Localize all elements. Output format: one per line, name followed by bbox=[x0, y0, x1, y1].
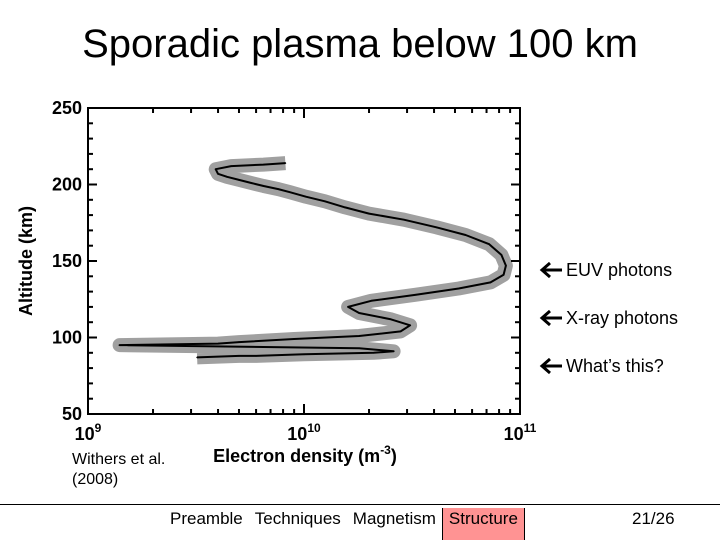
data-point bbox=[289, 191, 291, 193]
arrow-left-icon bbox=[539, 309, 562, 327]
data-point bbox=[238, 179, 240, 181]
slide-title: Sporadic plasma below 100 km bbox=[82, 22, 638, 66]
x-tick-label: 1010 bbox=[287, 421, 321, 444]
y-tick-label: 150 bbox=[52, 251, 82, 271]
data-point bbox=[500, 254, 503, 256]
page-number: 21/26 bbox=[632, 509, 675, 528]
data-point bbox=[505, 264, 507, 267]
data-point bbox=[293, 338, 295, 340]
data-point bbox=[502, 273, 505, 276]
data-point bbox=[488, 243, 490, 245]
annotation-xray-label: X-ray photons bbox=[566, 307, 679, 328]
data-point bbox=[370, 299, 373, 302]
nav-preamble[interactable]: Preamble bbox=[170, 509, 243, 528]
x-tick-label: 109 bbox=[75, 421, 102, 444]
data-point bbox=[372, 352, 375, 354]
data-point bbox=[358, 347, 360, 350]
data-point bbox=[250, 182, 253, 184]
data-point bbox=[368, 212, 370, 215]
citation-authors: Withers et al. bbox=[72, 451, 166, 468]
annotation-whats-this: What’s this? bbox=[538, 355, 664, 377]
arrow-left-icon bbox=[539, 357, 562, 375]
uncertainty-band-path bbox=[112, 156, 513, 365]
annotation-xray: X-ray photons bbox=[538, 307, 678, 329]
data-point bbox=[403, 218, 405, 221]
y-tick-label: 200 bbox=[52, 175, 82, 195]
data-point bbox=[435, 226, 438, 229]
nav-techniques[interactable]: Techniques bbox=[254, 509, 341, 528]
x-axis-label: Electron density (m-3) bbox=[213, 443, 397, 466]
annotation-whats-this-label: What’s this? bbox=[566, 355, 664, 376]
x-tick-label: 1011 bbox=[504, 421, 537, 444]
data-point bbox=[303, 353, 305, 356]
data-point bbox=[399, 330, 402, 333]
data-point bbox=[347, 306, 349, 308]
data-point bbox=[344, 206, 346, 209]
plot-frame bbox=[87, 107, 521, 415]
data-point bbox=[238, 355, 240, 357]
data-point bbox=[489, 281, 492, 284]
y-axis-label: Altitude (km) bbox=[16, 206, 36, 316]
data-point bbox=[277, 188, 280, 190]
citation-year: (2008) bbox=[72, 471, 119, 488]
data-point bbox=[409, 324, 411, 327]
data-point bbox=[389, 318, 391, 320]
nav-structure[interactable]: Structure bbox=[441, 508, 525, 540]
annotation-euv-label: EUV photons bbox=[566, 259, 673, 280]
arrow-left-icon bbox=[539, 261, 562, 279]
data-point bbox=[226, 176, 228, 178]
citation: Withers et al. (2008) bbox=[72, 450, 165, 490]
data-point bbox=[392, 350, 395, 353]
data-point bbox=[358, 312, 360, 314]
nav-magnetism[interactable]: Magnetism bbox=[352, 509, 436, 528]
footer-nav: Preamble Techniques Magnetism Structure bbox=[164, 508, 525, 540]
data-point bbox=[415, 293, 417, 296]
data-point bbox=[284, 162, 287, 164]
data-point bbox=[217, 342, 219, 345]
data-point bbox=[217, 172, 219, 175]
annotation-euv: EUV photons bbox=[538, 259, 672, 281]
y-tick-label: 250 bbox=[52, 98, 82, 118]
data-point bbox=[262, 163, 265, 166]
footer-divider bbox=[0, 504, 720, 505]
data-point bbox=[214, 168, 217, 170]
data-point bbox=[305, 195, 307, 198]
y-tick-label: 50 bbox=[62, 404, 82, 424]
data-point bbox=[262, 185, 265, 187]
data-point bbox=[255, 355, 257, 357]
data-point bbox=[238, 341, 240, 343]
uncertainty-band bbox=[112, 156, 513, 365]
data-point bbox=[230, 165, 232, 167]
data-point bbox=[118, 344, 121, 346]
data-point bbox=[324, 200, 326, 203]
data-point bbox=[457, 287, 460, 290]
data-point bbox=[464, 234, 467, 236]
y-tick-label: 100 bbox=[52, 328, 82, 348]
data-point bbox=[196, 356, 198, 359]
data-point bbox=[358, 335, 360, 337]
